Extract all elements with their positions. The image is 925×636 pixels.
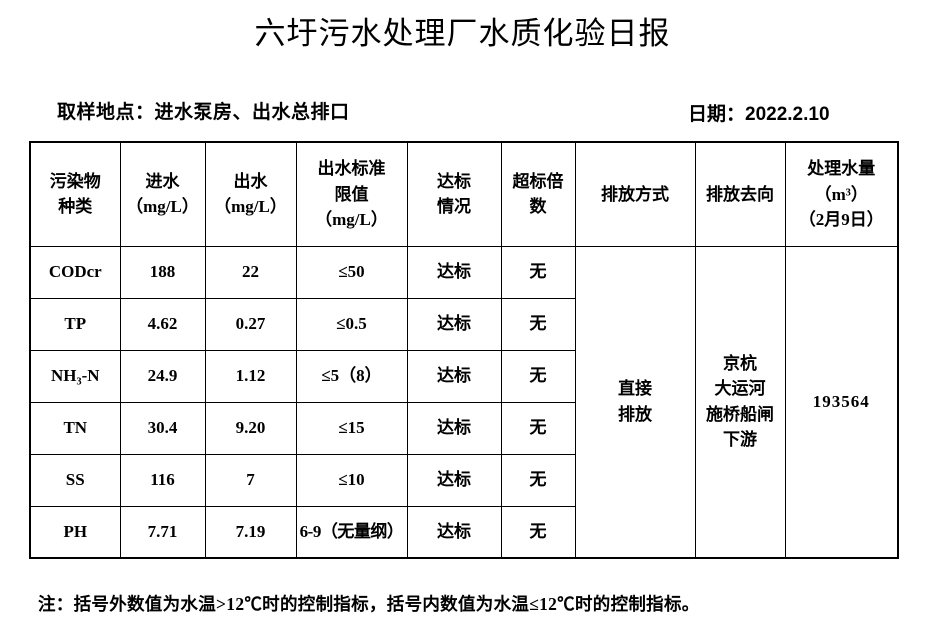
- report-title: 六圩污水处理厂水质化验日报: [254, 16, 671, 51]
- pollutant-name-cell: SS: [29, 453, 121, 507]
- header-inflow: 进水 （mg/L）: [119, 141, 206, 247]
- pollutant-name-cell: PH: [29, 505, 121, 559]
- status-value: 达标: [406, 297, 502, 351]
- header-discharge-destination: 排放去向: [694, 141, 786, 247]
- header-compliance: 达标 情况: [406, 141, 502, 247]
- inflow-value: 7.71: [119, 505, 206, 559]
- header-row: 污染物 种类 进水 （mg/L） 出水 （mg/L） 出水标准 限值 （mg/L…: [29, 141, 899, 247]
- report-date: 日期：2022.2.10: [688, 104, 830, 125]
- exceed-value: 无: [500, 245, 576, 299]
- outflow-value: 9.20: [204, 401, 297, 455]
- table-row-tn: TN 30.4 9.20 ≤15 达标 无: [29, 401, 898, 455]
- header-pollutant-type: 污染物 种类: [29, 141, 121, 247]
- footnote: 注：括号外数值为水温>12℃时的控制指标，括号内数值为水温≤12℃时的控制指标。: [38, 594, 700, 614]
- treated-volume-cell: 193564: [784, 245, 899, 559]
- status-value: 达标: [406, 505, 502, 559]
- status-value: 达标: [406, 453, 502, 507]
- table-row-codcr: CODcr 188 22 ≤50 达标 无 直接 排放 京杭 大运河 施桥船闸 …: [29, 245, 899, 559]
- exceed-value: 无: [500, 401, 576, 455]
- inflow-value: 4.62: [119, 297, 206, 351]
- status-value: 达标: [406, 349, 502, 403]
- discharge-destination-cell: 京杭 大运河 施桥船闸 下游: [694, 245, 786, 559]
- pollutant-name-cell: CODcr: [29, 245, 121, 299]
- limit-value: 6-9（无量纲）: [295, 505, 408, 559]
- header-discharge-mode: 排放方式: [574, 141, 696, 247]
- exceed-value: 无: [500, 349, 576, 403]
- sampling-location: 取样地点：进水泵房、出水总排口: [57, 102, 350, 123]
- table-row-ph: PH 7.71 7.19 6-9（无量纲） 达标 无: [29, 505, 898, 559]
- header-outflow: 出水 （mg/L）: [204, 141, 297, 247]
- outflow-value: 0.27: [204, 297, 297, 351]
- exceed-value: 无: [500, 297, 576, 351]
- inflow-value: 24.9: [119, 349, 206, 403]
- inflow-value: 116: [119, 453, 206, 507]
- table-row-nh3n: NH₃-N 24.9 1.12 ≤5（8） 达标 无: [29, 349, 898, 403]
- water-quality-table: 污染物 种类 进水 （mg/L） 出水 （mg/L） 出水标准 限值 （mg/L…: [29, 141, 899, 559]
- pollutant-name-cell: TP: [29, 297, 121, 351]
- status-value: 达标: [406, 245, 502, 299]
- pollutant-name-cell: NH₃-N: [29, 349, 121, 403]
- limit-value: ≤15: [295, 401, 408, 455]
- discharge-mode-cell: 直接 排放: [574, 245, 696, 559]
- inflow-value: 188: [119, 245, 206, 299]
- limit-value: ≤0.5: [295, 297, 408, 351]
- header-treated-volume: 处理水量 （m³） （2月9日）: [784, 141, 899, 247]
- outflow-value: 7: [204, 453, 297, 507]
- outflow-value: 7.19: [204, 505, 297, 559]
- pollutant-name-cell: TN: [29, 401, 121, 455]
- limit-value: ≤5（8）: [295, 349, 408, 403]
- outflow-value: 1.12: [204, 349, 297, 403]
- inflow-value: 30.4: [119, 401, 206, 455]
- table-row-ss: SS 116 7 ≤10 达标 无: [29, 453, 898, 507]
- limit-value: ≤50: [295, 245, 408, 299]
- exceed-value: 无: [500, 505, 576, 559]
- limit-value: ≤10: [295, 453, 408, 507]
- outflow-value: 22: [204, 245, 297, 299]
- header-exceed-multiple: 超标倍 数: [500, 141, 576, 247]
- exceed-value: 无: [500, 453, 576, 507]
- header-outflow-limit: 出水标准 限值 （mg/L）: [295, 141, 408, 247]
- table-row-tp: TP 4.62 0.27 ≤0.5 达标 无: [29, 297, 898, 351]
- status-value: 达标: [406, 401, 502, 455]
